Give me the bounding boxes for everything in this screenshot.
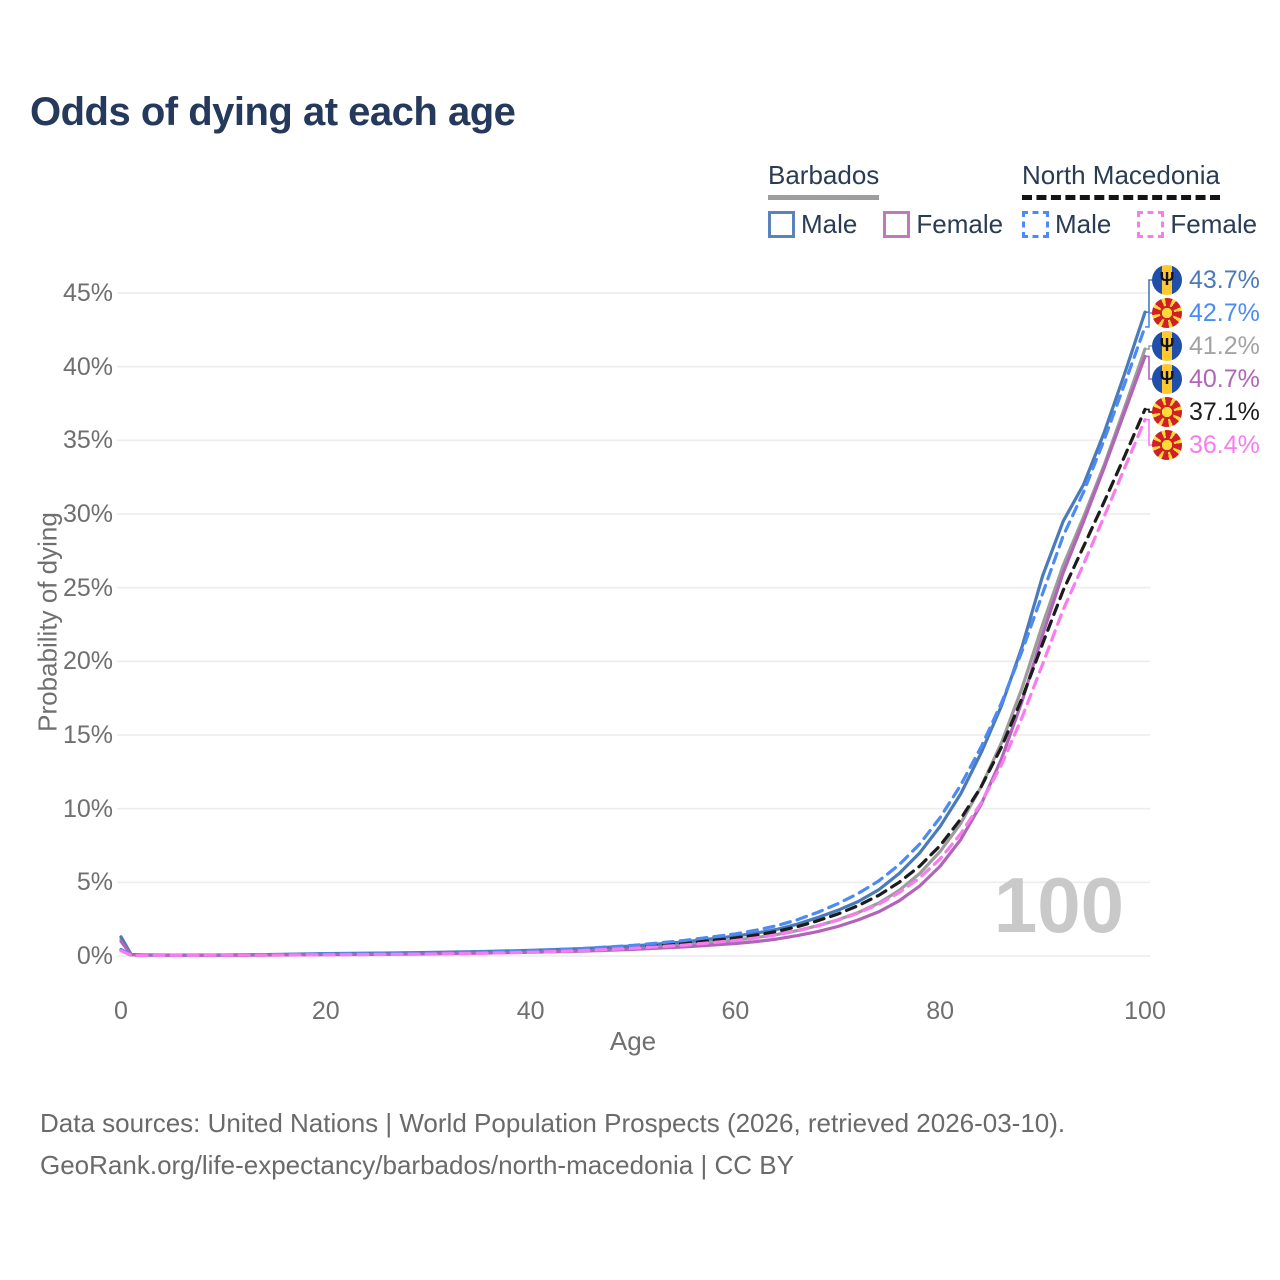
y-tick-label: 20% (62, 647, 113, 676)
end-label-value: 42.7% (1189, 298, 1260, 327)
barbados-female-swatch-icon[interactable] (883, 211, 911, 238)
end-label-row: Ψ 41.2% (1152, 331, 1260, 361)
x-tick-label: 20 (311, 997, 340, 1025)
end-label-value: 41.2% (1189, 331, 1260, 360)
legend-label-north-macedonia-male[interactable]: Male (1055, 209, 1112, 239)
plot-area (117, 279, 1153, 957)
age-watermark: 100 (993, 861, 1124, 949)
x-axis-title: Age (609, 1026, 657, 1056)
x-tick-label: 60 (721, 997, 750, 1025)
end-label-value: 37.1% (1189, 397, 1260, 426)
y-axis-title: Probability of dying (32, 512, 63, 732)
x-tick-label: 100 (1124, 997, 1166, 1025)
end-label-leader (1145, 418, 1153, 446)
legend-group-barbados: Barbados Male Female (768, 160, 1003, 240)
north-macedonia-flag-icon (1152, 397, 1182, 427)
barbados-flag-icon: Ψ (1152, 331, 1182, 361)
legend-label-barbados-female[interactable]: Female (916, 209, 1004, 239)
series-line-barbados-male[interactable] (119, 310, 1147, 957)
barbados-male-swatch-icon[interactable] (768, 211, 795, 238)
end-label-row: 42.7% (1152, 298, 1260, 328)
series-line-north-macedonia-male[interactable] (119, 325, 1147, 957)
north-macedonia-flag-icon (1152, 298, 1182, 328)
footer-data-sources: Data sources: United Nations | World Pop… (40, 1108, 1066, 1138)
x-tick-label: 40 (516, 997, 545, 1025)
y-tick-label: 0% (76, 942, 113, 970)
y-tick-label: 35% (62, 426, 113, 455)
y-tick-label: 15% (62, 721, 113, 749)
end-label-value: 40.7% (1189, 364, 1260, 393)
legend-country-north-macedonia[interactable]: North Macedonia (1022, 160, 1220, 200)
end-label-row: Ψ 43.7% (1152, 265, 1260, 295)
legend-group-north-macedonia: North Macedonia Male Female (1022, 160, 1257, 240)
legend-label-north-macedonia-female[interactable]: Female (1170, 209, 1258, 239)
y-tick-label: 25% (62, 573, 113, 602)
y-tick-label: 10% (62, 794, 113, 823)
end-label-value: 36.4% (1189, 430, 1260, 459)
end-label-leader (1145, 312, 1153, 328)
barbados-flag-icon: Ψ (1152, 265, 1182, 295)
series-line-barbados-female[interactable] (119, 354, 1147, 957)
barbados-flag-icon: Ψ (1152, 364, 1182, 394)
series-line-north-macedonia-female[interactable] (119, 418, 1147, 957)
north-macedonia-female-swatch-icon[interactable] (1137, 211, 1165, 238)
end-label-row: 37.1% (1152, 397, 1260, 427)
end-label-leader (1145, 279, 1153, 313)
end-label-leader (1145, 408, 1153, 413)
page-title: Odds of dying at each age (30, 90, 516, 134)
footer: Data sources: United Nations | World Pop… (40, 1102, 1065, 1186)
legend-label-barbados-male[interactable]: Male (801, 209, 858, 239)
end-label-leader (1145, 355, 1153, 380)
north-macedonia-flag-icon (1152, 430, 1182, 460)
footer-attribution-link[interactable]: GeoRank.org/life-expectancy/barbados/nor… (40, 1150, 794, 1180)
north-macedonia-male-swatch-icon[interactable] (1022, 211, 1049, 238)
end-label-value: 43.7% (1189, 265, 1260, 294)
y-tick-label: 5% (76, 868, 113, 897)
end-label-row: Ψ 40.7% (1152, 364, 1260, 394)
legend-country-barbados[interactable]: Barbados (768, 160, 880, 200)
end-label-row: 36.4% (1152, 430, 1260, 460)
y-tick-label: 40% (62, 352, 113, 381)
x-tick-label: 0 (114, 997, 128, 1025)
y-tick-label: 45% (62, 279, 113, 307)
series-line-north-macedonia-both-sexes-[interactable] (119, 407, 1147, 957)
end-label-leader (1145, 345, 1153, 350)
x-tick-label: 80 (926, 997, 955, 1025)
y-tick-label: 30% (62, 500, 113, 528)
